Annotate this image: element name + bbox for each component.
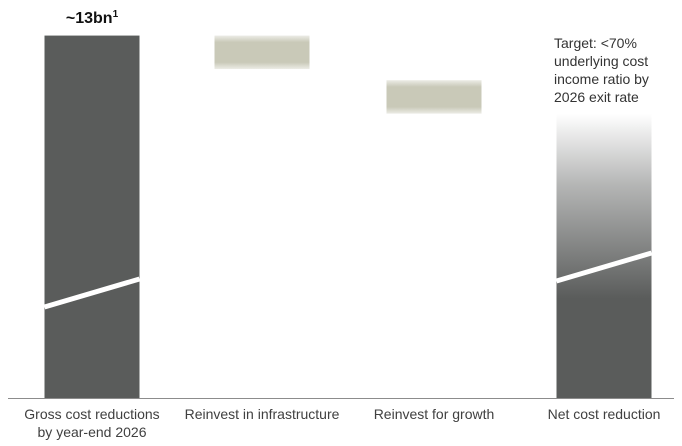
category-label-3: Reinvest for growth: [374, 406, 495, 422]
axis-break-mark-1: [43, 276, 141, 310]
value-label-gross: ~13bn1: [66, 9, 119, 27]
bar-3: [386, 80, 482, 114]
bar-2: [214, 35, 310, 70]
category-label-2: Reinvest in infrastructure: [185, 406, 340, 422]
axis-break-mark-4: [555, 250, 653, 284]
bar-1: [44, 35, 140, 399]
category-label-1: Gross cost reductions by year-end 2026: [24, 406, 159, 440]
category-labels: Gross cost reductions by year-end 2026 Rei…: [24, 406, 660, 440]
category-label-4: Net cost reduction: [548, 406, 661, 422]
target-annotation: Target: <70% underlying cost income ratio …: [554, 35, 649, 105]
bars-group: [43, 35, 653, 399]
